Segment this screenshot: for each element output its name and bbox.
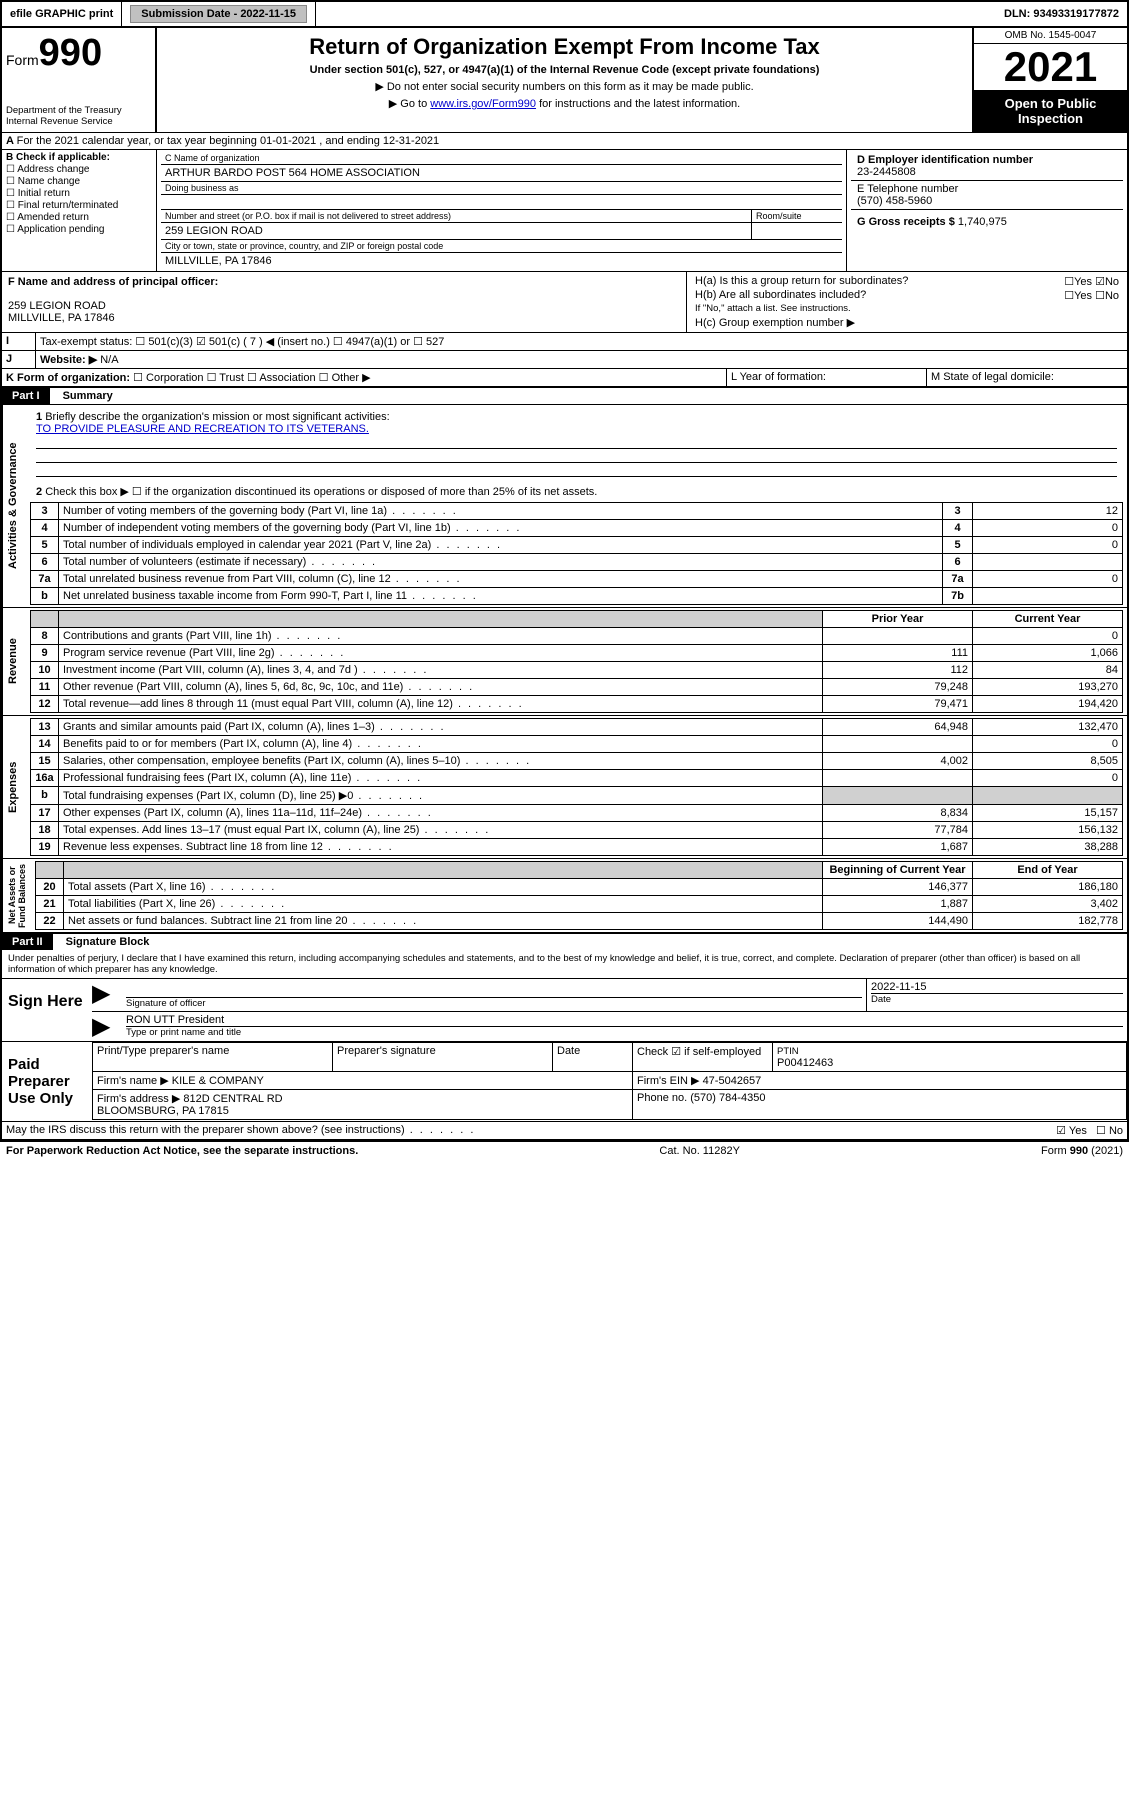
tax-exempt-status: Tax-exempt status: ☐ 501(c)(3) ☑ 501(c) … [36,333,1127,350]
side-revenue: Revenue [2,608,26,715]
form-header: Form990 Department of the Treasury Inter… [2,28,1127,132]
form-number: 990 [39,32,102,74]
cb-address-change[interactable]: ☐ Address change [6,164,152,175]
website: N/A [100,354,118,366]
table-governance: 3Number of voting members of the governi… [30,502,1123,605]
mission-text: TO PROVIDE PLEASURE AND RECREATION TO IT… [36,423,369,435]
section-h: H(a) Is this a group return for subordin… [687,272,1127,332]
tax-year: 2021 [974,44,1127,90]
phone: (570) 458-5960 [857,195,932,207]
dln: DLN: 93493319177872 [996,2,1127,26]
note-ssn: ▶ Do not enter social security numbers o… [163,80,966,93]
cb-name-change[interactable]: ☐ Name change [6,176,152,187]
form-word: Form [6,52,39,68]
city-label: City or town, state or province, country… [161,239,842,253]
gross-receipts: 1,740,975 [958,216,1007,228]
section-k: K Form of organization: ☐ Corporation ☐ … [2,369,727,386]
table-preparer: Print/Type preparer's name Preparer's si… [92,1042,1127,1120]
part2-title: Signature Block [56,934,160,950]
irs-link[interactable]: www.irs.gov/Form990 [430,98,536,110]
sig-officer-label: Signature of officer [126,997,862,1009]
j-label: Website: ▶ [40,354,97,366]
sig-date-label: Date [871,993,1123,1005]
city: MILLVILLE, PA 17846 [161,253,842,269]
part1-title: Summary [53,388,123,404]
declaration: Under penalties of perjury, I declare th… [2,950,1127,978]
cb-final-return[interactable]: ☐ Final return/terminated [6,200,152,211]
footer-right: Form 990 (2021) [1041,1145,1123,1157]
table-netassets: Beginning of Current YearEnd of Year20To… [35,861,1123,930]
street-label: Number and street (or P.O. box if mail i… [161,210,751,223]
side-activities: Activities & Governance [2,405,26,607]
arrow-icon: ▶ [92,979,122,1011]
paid-preparer-label: Paid Preparer Use Only [2,1042,92,1121]
l1-label: Briefly describe the organization's miss… [45,411,389,423]
arrow-icon: ▶ [92,1012,122,1041]
cb-amended[interactable]: ☐ Amended return [6,212,152,223]
cb-app-pending[interactable]: ☐ Application pending [6,224,152,235]
i-marker: I [2,333,36,350]
omb-number: OMB No. 1545-0047 [974,28,1127,44]
cb-initial-return[interactable]: ☐ Initial return [6,188,152,199]
dba-label: Doing business as [161,181,842,195]
side-netassets: Net Assets or Fund Balances [2,859,31,932]
note-link: ▶ Go to www.irs.gov/Form990 for instruct… [163,97,966,110]
room-label: Room/suite [752,210,842,223]
org-name: ARTHUR BARDO POST 564 HOME ASSOCIATION [161,165,842,181]
efile-label: efile GRAPHIC print [2,2,122,26]
ein: 23-2445808 [857,166,916,178]
part2-hdr: Part II [2,934,53,950]
open-inspection: Open to Public Inspection [974,90,1127,132]
topbar: efile GRAPHIC print Submission Date - 20… [0,0,1129,28]
part1-hdr: Part I [2,388,50,404]
d-label: D Employer identification number [857,154,1033,166]
g-label: G Gross receipts $ [857,216,955,228]
officer-name-label: Type or print name and title [126,1026,1123,1038]
discuss-question: May the IRS discuss this return with the… [2,1122,1127,1139]
sig-date-val: 2022-11-15 [871,981,926,993]
dept-label: Department of the Treasury Internal Reve… [6,105,151,127]
footer-mid: Cat. No. 11282Y [659,1145,740,1157]
submission-date-button[interactable]: Submission Date - 2022-11-15 [130,5,307,23]
section-f: F Name and address of principal officer:… [2,272,687,332]
street: 259 LEGION ROAD [161,223,751,239]
section-b: B Check if applicable: ☐ Address change … [2,150,157,271]
l2: Check this box ▶ ☐ if the organization d… [45,486,597,498]
table-revenue: Prior YearCurrent Year8Contributions and… [30,610,1123,713]
footer-left: For Paperwork Reduction Act Notice, see … [6,1145,358,1157]
side-expenses: Expenses [2,716,26,858]
e-label: E Telephone number [857,183,958,195]
c-label: C Name of organization [161,152,842,165]
section-l: L Year of formation: [727,369,927,386]
form-subtitle: Under section 501(c), 527, or 4947(a)(1)… [163,64,966,76]
line-a: A For the 2021 calendar year, or tax yea… [2,133,1127,149]
form-title: Return of Organization Exempt From Incom… [163,34,966,60]
officer-name: RON UTT President [126,1014,224,1026]
section-m: M State of legal domicile: [927,369,1127,386]
table-expenses: 13Grants and similar amounts paid (Part … [30,718,1123,856]
sign-here-label: Sign Here [2,979,92,1041]
